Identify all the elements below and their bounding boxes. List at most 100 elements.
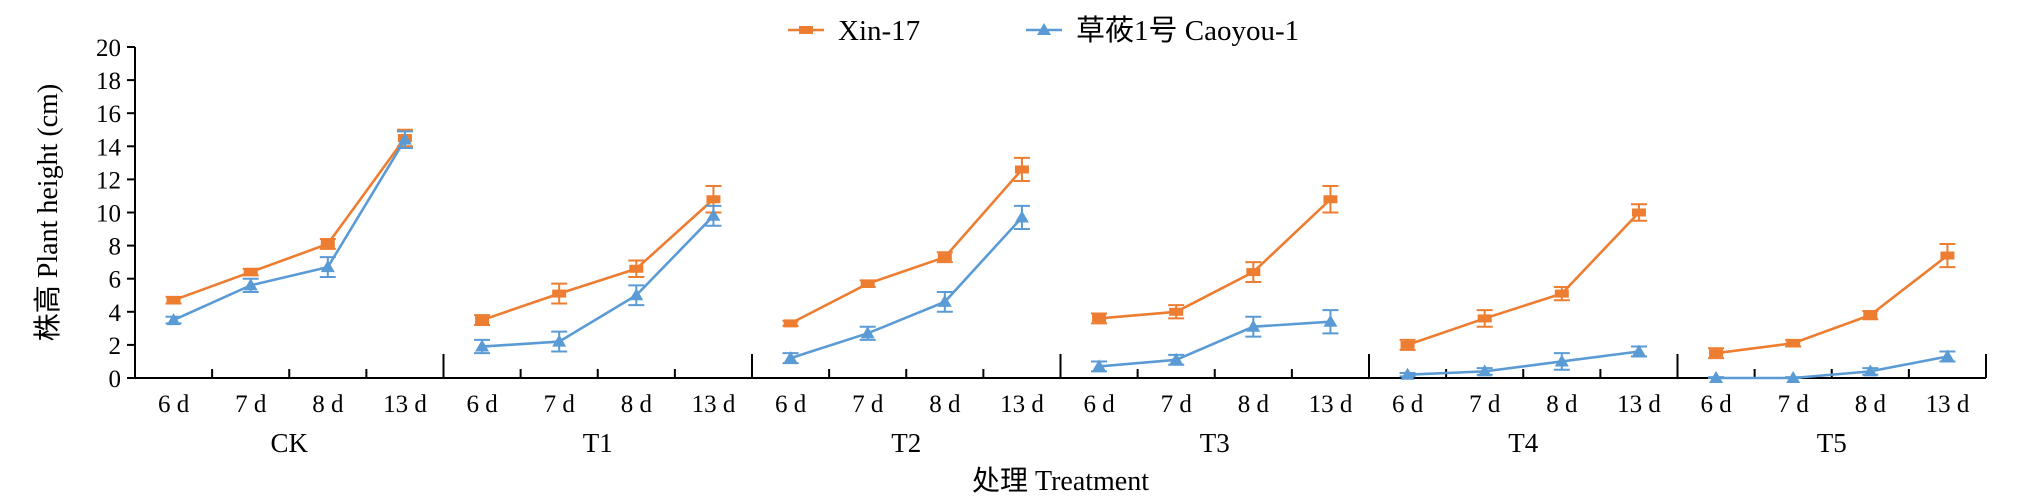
x-tick-label: 13 d xyxy=(1617,391,1661,418)
data-point xyxy=(1863,364,1878,377)
data-point xyxy=(629,264,644,273)
x-tick-label: 6 d xyxy=(1392,391,1424,418)
series-line xyxy=(481,214,715,348)
data-point xyxy=(1246,319,1261,332)
data-point xyxy=(552,289,567,298)
y-tick-label: 12 xyxy=(96,167,121,194)
x-tick-label: 7 d xyxy=(1778,391,1810,418)
series-line xyxy=(789,168,1023,325)
y-axis: 0 2 4 6 8 10 12 14 16 18 20 xyxy=(96,35,136,393)
x-tick-label: 8 d xyxy=(312,391,344,418)
group-label: CK xyxy=(270,428,308,458)
data-point xyxy=(706,195,721,204)
data-point xyxy=(1014,210,1029,223)
x-tick-label: 7 d xyxy=(1469,391,1501,418)
series-line xyxy=(173,137,406,302)
legend: Xin-17 草莜1号 Caoyou-1 xyxy=(788,14,1299,47)
data-point xyxy=(1477,314,1492,323)
data-point xyxy=(552,334,567,347)
group-label: T1 xyxy=(583,428,613,458)
x-axis-title: 处理 Treatment xyxy=(972,465,1149,497)
data-point xyxy=(629,288,644,301)
data-point xyxy=(706,208,721,221)
data-point xyxy=(1323,195,1338,204)
data-point xyxy=(1400,340,1415,349)
series-line xyxy=(1407,350,1640,376)
data-point xyxy=(1246,268,1261,277)
group-label: T2 xyxy=(891,428,921,458)
data-point xyxy=(1940,251,1955,260)
data-point xyxy=(320,239,335,248)
x-tick-label: 13 d xyxy=(1926,391,1970,418)
series-line xyxy=(1716,355,1948,380)
data-point xyxy=(860,279,875,288)
data-point xyxy=(1554,354,1569,367)
x-tick-label: 8 d xyxy=(621,391,653,418)
series-line xyxy=(481,198,715,322)
data-point xyxy=(1554,289,1569,298)
data-point xyxy=(937,294,952,307)
data-point xyxy=(1092,314,1107,323)
x-tick-label: 6 d xyxy=(775,391,807,418)
data-point xyxy=(1400,367,1415,380)
y-axis-title: 株高 Plant height (cm) xyxy=(32,84,64,341)
x-axis: 6 d 7 d 8 d 13 d CK 6 d 7 d 8 d 13 d T1 6 d 7 d 8 d 1… xyxy=(134,354,1987,458)
data-point xyxy=(1169,352,1184,365)
x-tick-label: 7 d xyxy=(1161,391,1193,418)
legend-marker xyxy=(1037,23,1051,35)
y-tick-label: 4 xyxy=(109,300,122,327)
series-line xyxy=(790,216,1023,360)
series-caoyou-1 xyxy=(165,130,1956,383)
x-tick-label: 8 d xyxy=(1546,391,1578,418)
x-tick-label: 13 d xyxy=(383,391,427,418)
x-tick-label: 6 d xyxy=(1083,391,1115,418)
x-tick-label: 7 d xyxy=(235,391,267,418)
data-point xyxy=(1709,349,1724,358)
series-line xyxy=(1407,211,1640,347)
data-point xyxy=(1631,344,1646,357)
y-tick-label: 16 xyxy=(96,101,121,128)
data-point xyxy=(1940,349,1955,362)
x-tick-label: 6 d xyxy=(1700,391,1732,418)
data-point xyxy=(1323,314,1338,327)
y-tick-label: 0 xyxy=(109,366,122,393)
data-point xyxy=(1477,364,1492,377)
y-tick-label: 2 xyxy=(109,333,122,360)
x-tick-label: 7 d xyxy=(852,391,884,418)
data-point xyxy=(1786,339,1801,348)
x-tick-label: 8 d xyxy=(929,391,961,418)
group-label: T5 xyxy=(1817,428,1847,458)
data-point xyxy=(1169,307,1184,316)
x-tick-label: 7 d xyxy=(544,391,576,418)
x-tick-label: 6 d xyxy=(466,391,498,418)
series-line xyxy=(1715,254,1949,355)
data-point xyxy=(1631,208,1646,217)
data-point xyxy=(475,316,490,325)
group-label: T4 xyxy=(1508,428,1538,458)
data-point xyxy=(937,253,952,262)
legend-label: 草莜1号 Caoyou-1 xyxy=(1076,14,1299,47)
series-xin-17 xyxy=(165,128,1956,360)
x-tick-label: 13 d xyxy=(692,391,736,418)
legend-item: Xin-17 xyxy=(788,15,920,47)
group-label: T3 xyxy=(1200,428,1230,458)
data-point xyxy=(475,339,490,352)
plot-area xyxy=(165,128,1956,383)
y-tick-label: 14 xyxy=(96,134,122,161)
data-point xyxy=(1786,371,1801,383)
series-line xyxy=(1098,320,1331,368)
y-tick-label: 18 xyxy=(96,68,121,95)
data-point xyxy=(1863,311,1878,320)
data-point xyxy=(166,296,181,305)
data-point xyxy=(166,313,181,326)
y-tick-label: 10 xyxy=(96,201,121,228)
data-point xyxy=(243,268,258,277)
data-point xyxy=(243,278,258,291)
data-point xyxy=(397,132,412,145)
y-tick-label: 20 xyxy=(96,35,121,62)
x-tick-label: 6 d xyxy=(158,391,190,418)
x-tick-label: 13 d xyxy=(1000,391,1044,418)
data-point xyxy=(1709,371,1724,383)
series-line xyxy=(1098,198,1332,320)
